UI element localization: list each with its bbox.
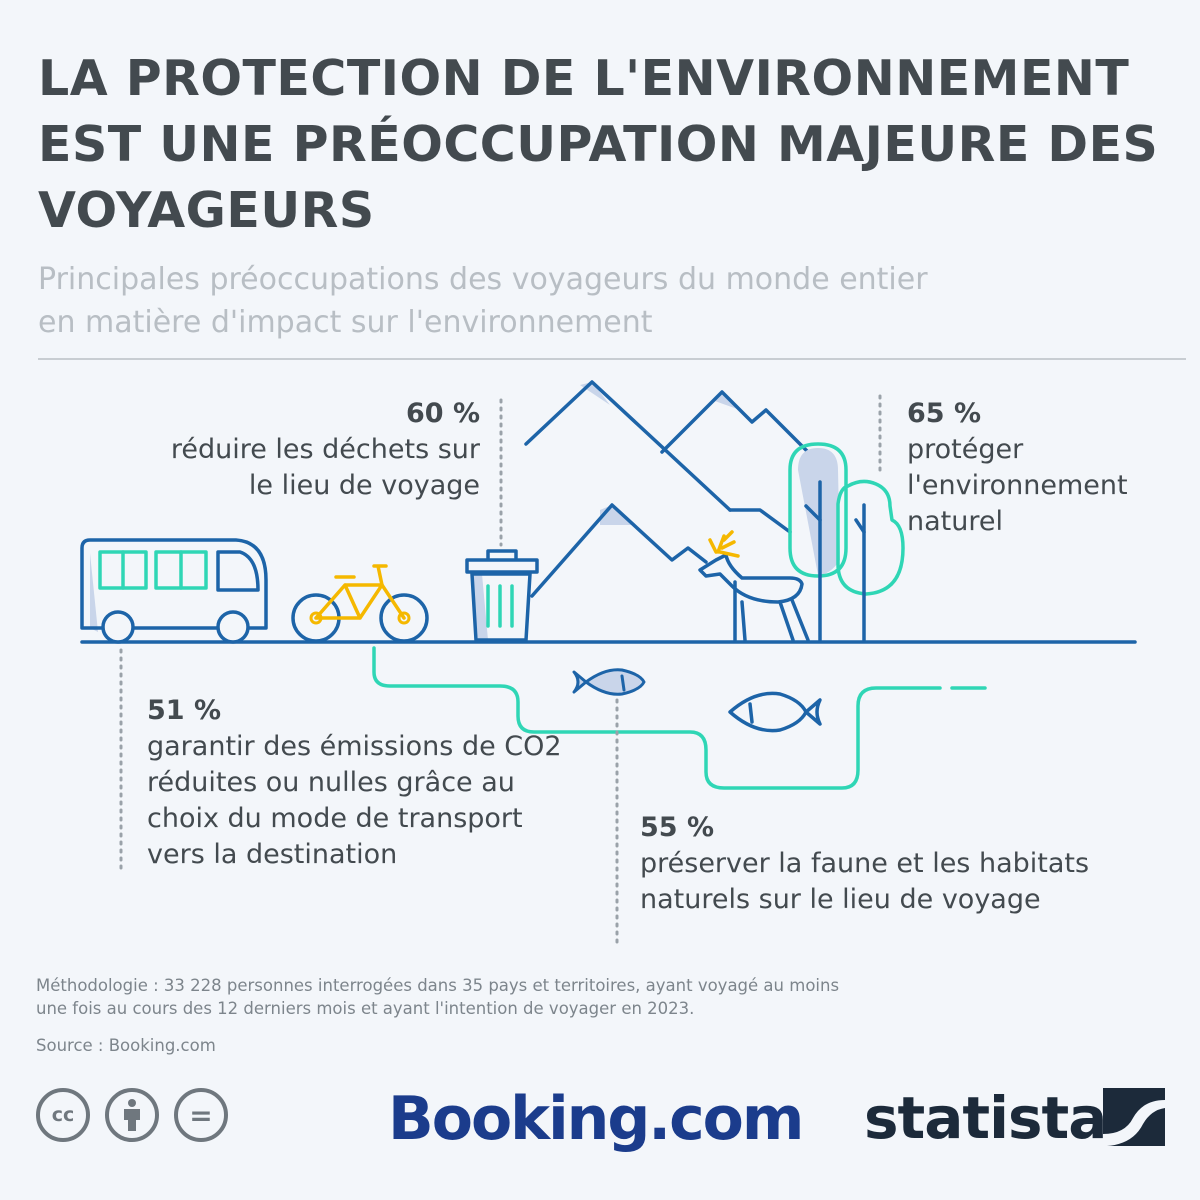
stat-reduce-waste: 60 % réduire les déchets sur le lieu de … [160,396,480,504]
environment-illustration [80,380,1137,950]
bicycle-icon [291,564,429,643]
methodology-note: Méthodologie : 33 228 personnes interrog… [36,976,840,1018]
stat-label: protéger l'environnement naturel [907,434,1128,537]
trash-bin-icon [465,549,539,642]
fish-icon [572,668,646,696]
cc-icon[interactable]: cc [36,1088,90,1142]
statista-logo[interactable]: statista [864,1084,1107,1152]
stat-percent: 65 % [907,398,982,429]
mountain-right [660,390,810,454]
statista-logo-icon [1103,1088,1165,1146]
stat-low-emissions: 51 % garantir des émissions de CO2 rédui… [147,693,567,873]
no-derivatives-icon[interactable]: = [174,1088,228,1142]
divider [38,358,1186,360]
page-title: LA PROTECTION DE L'ENVIRONNEMENT EST UNE… [38,50,1159,239]
stat-percent: 55 % [640,812,715,843]
stat-percent: 51 % [147,695,222,726]
bus-icon [80,538,268,644]
tree-icon [788,442,905,642]
mountain-front [530,503,708,598]
fish-icon [728,691,822,733]
stat-percent: 60 % [405,398,480,429]
attribution-icon[interactable] [105,1088,159,1142]
river-line [372,646,942,790]
page-subtitle: Principales préoccupations des voyageurs… [38,262,928,340]
mountain-right-slope [728,508,792,534]
deer-icon [698,530,810,642]
stat-protect-nature: 65 % protéger l'environnement naturel [907,396,1167,540]
stat-label: réduire les déchets sur le lieu de voyag… [170,434,480,501]
booking-logo[interactable]: Booking.com [388,1084,804,1154]
license-icons: cc = [36,1088,228,1142]
stat-preserve-wildlife: 55 % préserver la faune et les habitats … [640,810,1140,918]
stat-label: préserver la faune et les habitats natur… [640,848,1090,915]
source-link[interactable]: Source : Booking.com [36,1036,216,1055]
mountain-back [524,380,732,512]
stat-label: garantir des émissions de CO2 réduites o… [147,731,562,870]
